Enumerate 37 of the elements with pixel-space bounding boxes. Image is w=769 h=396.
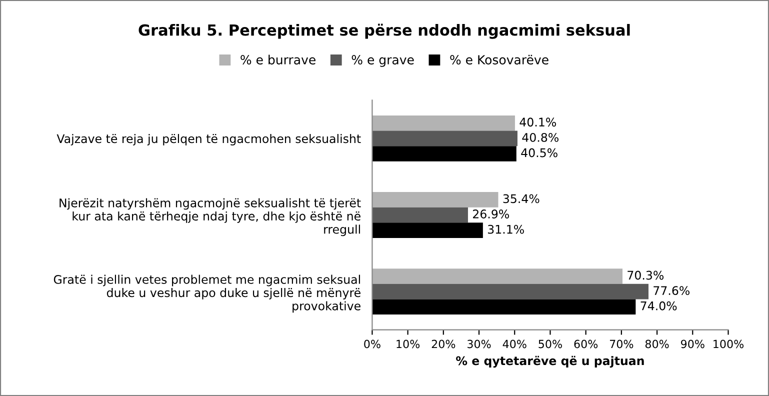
bar: [372, 146, 516, 162]
x-axis-title: % e qytetarëve që u pajtuan: [456, 356, 644, 368]
y-tick-label: Gratë i sjellin vetes problemet me ngacmim seksual duke u veshur apo duke u sjellë në mënyrë provokative: [54, 274, 360, 313]
bar: [372, 116, 515, 131]
data-label: 74.0%: [640, 301, 677, 310]
bar: [372, 299, 636, 315]
x-tick-label: 70%: [610, 340, 634, 348]
chart-title: Grafiku 5. Perceptimet se përse ndodh ngacmimi seksual: [138, 24, 630, 39]
legend-label: % e grave: [352, 55, 414, 67]
legend-label: % e Kosovarëve: [450, 54, 548, 64]
y-tick-label: Njerëzit natyrshëm ngacmojnë seksualisht të tjerët kur ata kanë tërheqje ndaj tyre, dhe kjo është në rregull: [60, 198, 361, 236]
bar: [372, 130, 518, 146]
bar: [372, 207, 468, 223]
x-tick-label: 40%: [502, 340, 526, 348]
data-label: 40.5%: [521, 148, 558, 158]
data-label: 77.6%: [654, 286, 690, 296]
x-tick-label: 60%: [574, 340, 598, 348]
bar: [372, 192, 498, 208]
legend-label: % e burrave: [240, 54, 316, 64]
x-tick-label: 80%: [645, 340, 669, 348]
bar: [372, 284, 648, 300]
x-tick-label: 100%: [714, 340, 744, 348]
data-label: 26.9%: [473, 210, 509, 218]
data-label: 70.3%: [628, 270, 664, 280]
x-tick-label: 10%: [396, 340, 420, 348]
x-tick-label: 30%: [468, 340, 491, 348]
bar: [372, 222, 483, 238]
x-tick-label: 50%: [538, 340, 562, 348]
bar: [372, 268, 622, 284]
x-tick-label: 20%: [432, 340, 456, 348]
data-label: 31.1%: [488, 224, 524, 234]
y-tick-label: Vajzave të reja ju pëlqen të ngacmohen seksualisht: [56, 134, 361, 146]
x-tick-label: 0%: [364, 340, 380, 348]
data-label: 40.1%: [520, 118, 556, 127]
data-label: 40.8%: [522, 132, 558, 142]
data-label: 35.4%: [503, 194, 540, 204]
x-tick-label: 90%: [680, 340, 704, 348]
